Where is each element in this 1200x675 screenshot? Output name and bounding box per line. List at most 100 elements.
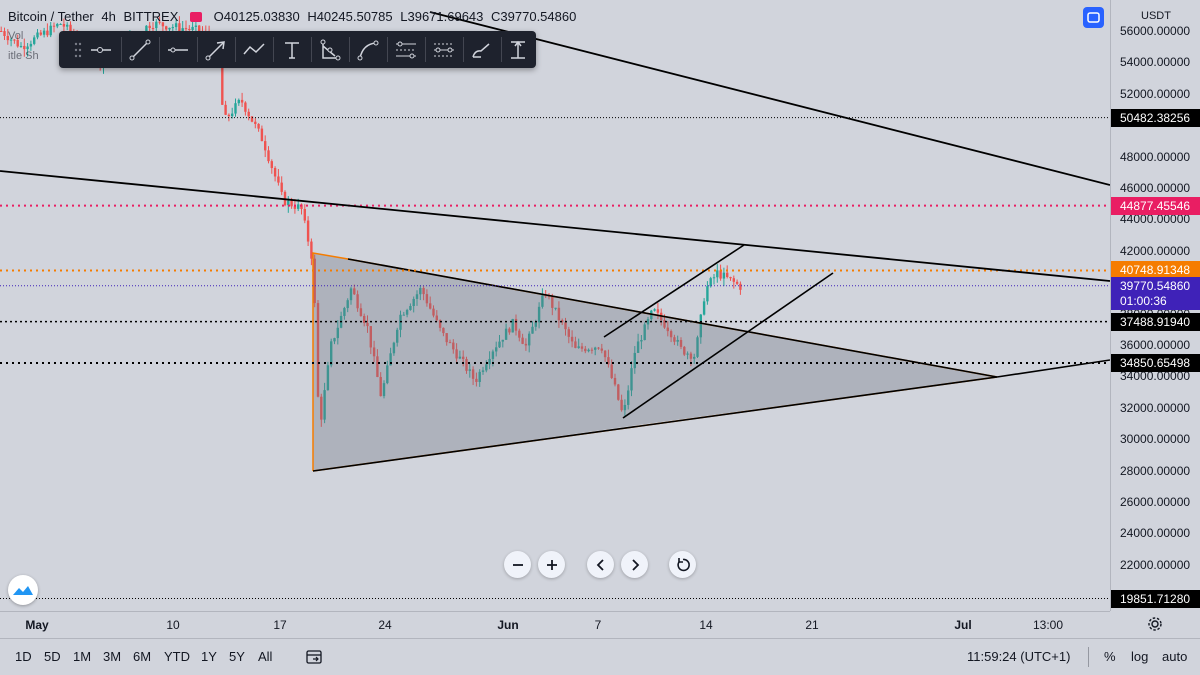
candle-body [56,24,59,27]
candle-body [689,353,693,359]
chart-settings-button[interactable] [1147,616,1163,637]
price-tick-label: 24000.00000 [1120,526,1191,541]
candle-body [590,349,594,351]
symbol-name[interactable]: Bitcoin / Tether [8,9,94,24]
timeframe-button[interactable]: 1D [15,649,32,664]
regression-channel-icon[interactable] [429,35,459,64]
reset-icon [676,557,690,571]
candle-body [636,341,640,353]
candle-body [310,241,313,259]
candle-body [267,150,270,162]
zoom-out-button[interactable] [504,551,531,578]
triangle-lower-trendline[interactable] [312,376,998,472]
timeframe-button[interactable]: YTD [164,649,190,664]
price-range-icon[interactable] [503,35,533,64]
candle-body [422,288,425,295]
candle-body [722,272,726,279]
candle-body [333,338,336,342]
scale-option-button[interactable]: % [1104,649,1116,664]
candle-body [627,390,630,405]
candle-body [729,277,732,279]
candle-body [366,322,369,327]
candle-body [49,25,52,36]
horizontal-line-icon[interactable] [163,35,193,64]
candle-body [290,200,293,207]
candle-body [66,24,69,27]
time-axis[interactable]: May 10 17 24 Jun 7 14 21 Jul 13:00 [0,611,1110,638]
timeframe-button[interactable]: 6M [133,649,152,664]
ascending-channel-lower[interactable] [622,272,834,419]
candle-body [297,204,300,209]
indicator-title-label[interactable]: itle Sh [8,50,39,62]
candle-body [669,331,673,338]
candle-body [36,32,39,38]
toolbar-separator [311,37,312,62]
polyline-icon[interactable] [239,35,269,64]
candle-body [557,307,561,321]
drag-handle-icon[interactable] [63,35,93,64]
fib-retracement-icon[interactable] [315,35,345,64]
candle-body [577,346,580,348]
date-range-button[interactable] [305,648,323,671]
price-scale[interactable]: USDT 56000.00000 54000.00000 52000.00000 48… [1110,0,1200,611]
indicator-labels: Vol itle Sh [8,30,39,62]
horizontal-ray-icon[interactable] [86,35,116,64]
candle-body [475,378,478,382]
candle-body [726,272,729,278]
drawing-toolbar[interactable] [59,31,536,68]
candle-body [6,36,9,41]
candle-body [349,288,353,301]
scale-option-button[interactable]: auto [1162,649,1188,664]
candle-body [679,339,683,347]
candle-body [29,43,33,47]
candle-body [0,31,3,32]
timeframe-button[interactable]: 1Y [201,649,217,664]
toolbar-separator [159,37,160,62]
curve-icon[interactable] [353,35,383,64]
price-tick-label: 46000.00000 [1120,181,1191,195]
parallel-channel-icon[interactable] [391,35,421,64]
timeframe-button[interactable]: 5Y [229,649,245,664]
triangle-upper-trendline[interactable] [347,258,998,378]
price-tick-label: 48000.00000 [1120,149,1191,164]
interval-label[interactable]: 4h [101,9,116,24]
symbol-legend: Bitcoin / Tether 4h BITTREX O40125.03830… [8,9,580,24]
text-icon[interactable] [277,35,307,64]
timeframe-button[interactable]: 3M [103,649,122,664]
toolbar-separator [387,37,388,62]
high-label: H [307,9,317,24]
scroll-left-button[interactable] [587,551,614,578]
candle-body [273,168,277,177]
long-descending-trendline[interactable] [0,170,1110,282]
scroll-right-button[interactable] [621,551,648,578]
brush-icon[interactable] [467,35,497,64]
candle-body [386,365,389,384]
clock-label[interactable]: 11:59:24 (UTC+1) [967,649,1071,664]
price-chart[interactable] [0,0,1110,611]
candle-body [534,322,537,327]
bottom-toolbar: 1D 5D 1M 3M 6M YTD 1Y 5Y All 11:59:24 (UTC+1) % l… [0,638,1200,675]
zoom-in-icon [546,559,557,570]
reset-chart-button[interactable] [669,551,696,578]
volume-label[interactable]: Vol [8,30,24,42]
candle-body [280,182,283,192]
candle-body [69,24,72,33]
chart-pane[interactable]: Bitcoin / Tether 4h BITTREX O40125.03830… [0,0,1110,611]
timeframe-button[interactable]: 5D [44,649,61,664]
candle-body [544,295,547,297]
candle-body [468,369,471,371]
timeframe-button[interactable]: 1M [73,649,92,664]
fullscreen-button[interactable] [1083,7,1104,28]
time-tick-label: 10 [166,618,180,632]
trend-line-icon[interactable] [125,35,155,64]
timeframe-button[interactable]: All [258,649,273,664]
zoom-in-button[interactable] [538,551,565,578]
flag-icon[interactable] [190,12,203,22]
triangle-pattern-fill[interactable] [313,253,997,471]
triangle-apex-extension[interactable] [996,359,1110,378]
upper-descending-trendline[interactable] [429,11,1110,186]
arrow-icon[interactable] [201,35,231,64]
tradingview-logo[interactable] [8,575,38,605]
scale-option-button[interactable]: log [1131,649,1149,664]
ascending-channel-upper[interactable] [603,244,745,338]
